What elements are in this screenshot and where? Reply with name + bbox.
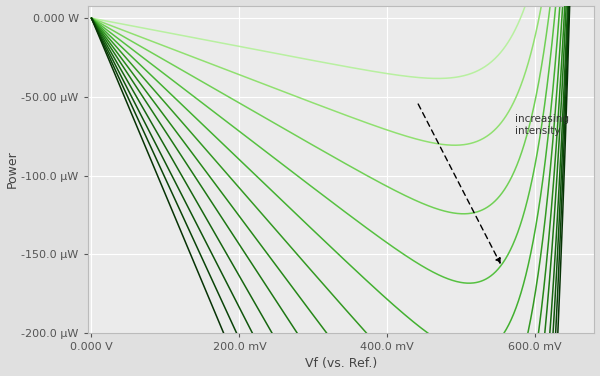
X-axis label: Vf (vs. Ref.): Vf (vs. Ref.) (305, 358, 377, 370)
Y-axis label: Power: Power (5, 150, 19, 188)
Text: increasing
intensity: increasing intensity (515, 114, 569, 136)
